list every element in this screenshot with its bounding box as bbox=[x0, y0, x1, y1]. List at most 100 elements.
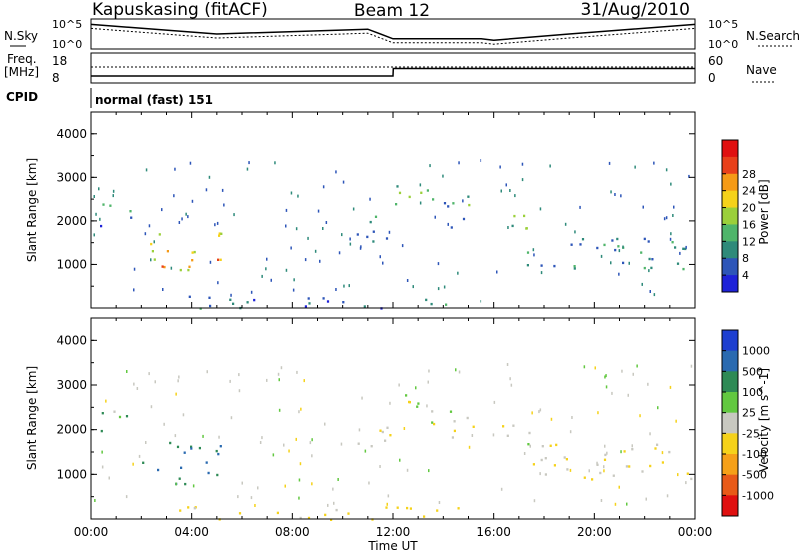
echo-cell bbox=[326, 300, 330, 303]
echo-cell bbox=[100, 429, 103, 433]
echo-cell bbox=[649, 290, 651, 293]
colorbar-segment bbox=[722, 392, 738, 414]
colorbar-segment bbox=[722, 224, 738, 242]
echo-cell bbox=[307, 297, 310, 300]
power-panel: 1000 2000 3000 4000 Slant Range [km] 4 8 12 16… bbox=[25, 111, 771, 310]
echo-cell bbox=[208, 175, 211, 179]
echo-cell bbox=[389, 401, 391, 405]
noise-right-label: N.Search bbox=[746, 29, 800, 43]
echo-cell bbox=[617, 245, 620, 248]
velocity-colorbar-label: Velocity [m s^-1] bbox=[757, 368, 771, 472]
echo-cell bbox=[492, 433, 495, 437]
echo-cell bbox=[596, 461, 598, 465]
echo-cell bbox=[370, 445, 373, 448]
echo-cell bbox=[570, 243, 573, 246]
echo-cell bbox=[382, 261, 384, 265]
freq-right-tick-top: 60 bbox=[708, 54, 723, 68]
echo-cell bbox=[505, 183, 507, 187]
echo-cell bbox=[385, 237, 389, 240]
echo-cell bbox=[250, 290, 253, 294]
x-axis: 00:00 04:00 08:00 12:00 16:00 20:00 00:00 bbox=[74, 525, 713, 539]
noise-left-tick-bottom: 10^0 bbox=[52, 38, 82, 51]
echo-cell bbox=[657, 406, 659, 410]
echo-cell bbox=[297, 194, 299, 198]
echo-cell bbox=[130, 216, 133, 219]
echo-cell bbox=[690, 364, 693, 368]
freq-right-label: Nave bbox=[746, 63, 777, 77]
echo-cell bbox=[182, 413, 185, 417]
echo-cell bbox=[298, 410, 300, 414]
velocity-ylabel: Slant Range [km] bbox=[25, 366, 39, 470]
echo-cell bbox=[295, 437, 297, 441]
echo-cell bbox=[335, 288, 337, 291]
echo-cell bbox=[324, 422, 326, 426]
echo-cell bbox=[284, 484, 286, 488]
echo-cell bbox=[299, 516, 302, 520]
x-tick-label: 04:00 bbox=[174, 525, 209, 539]
echo-cell bbox=[443, 202, 447, 205]
echo-cell bbox=[649, 432, 651, 436]
echo-cell bbox=[673, 205, 675, 209]
echo-cell bbox=[366, 235, 369, 239]
echo-cell bbox=[314, 249, 317, 253]
echo-cell bbox=[531, 411, 533, 415]
echo-cell bbox=[338, 251, 341, 255]
echo-cell bbox=[220, 232, 223, 235]
echo-cell bbox=[412, 285, 414, 289]
echo-cell bbox=[564, 222, 567, 226]
echo-cell bbox=[653, 293, 656, 297]
echo-cell bbox=[101, 450, 103, 454]
echo-cell bbox=[188, 265, 191, 268]
echo-cell bbox=[449, 410, 453, 413]
echo-cell bbox=[641, 470, 644, 473]
echo-cell bbox=[650, 266, 653, 270]
echo-cell bbox=[232, 302, 235, 305]
colorbar-segment bbox=[722, 140, 738, 158]
echo-cell bbox=[462, 199, 464, 203]
echo-cell bbox=[207, 471, 210, 475]
echo-cell bbox=[299, 462, 302, 466]
echo-cell bbox=[533, 499, 536, 503]
echo-cell bbox=[206, 370, 208, 374]
echo-cell bbox=[614, 193, 616, 196]
echo-cell bbox=[309, 441, 312, 445]
echo-cell bbox=[191, 259, 194, 262]
echo-cell bbox=[668, 450, 671, 454]
echo-cell bbox=[433, 422, 436, 426]
echo-cell bbox=[261, 274, 263, 278]
echo-cell bbox=[253, 298, 256, 302]
echo-cell bbox=[230, 293, 232, 297]
colorbar-segment bbox=[722, 241, 738, 259]
echo-cell bbox=[238, 389, 241, 393]
echo-cell bbox=[669, 237, 672, 241]
echo-cell bbox=[259, 441, 262, 444]
echo-cell bbox=[544, 473, 547, 476]
echo-cell bbox=[296, 370, 298, 374]
colorbar-frame bbox=[721, 139, 739, 293]
y-tick-label: 2000 bbox=[56, 214, 87, 228]
echo-cell bbox=[651, 258, 654, 261]
echo-cell bbox=[445, 303, 448, 306]
power-axis: 1000 2000 3000 4000 bbox=[56, 112, 696, 308]
echo-cell bbox=[153, 240, 155, 244]
echo-cell bbox=[357, 442, 360, 445]
echo-cell bbox=[322, 227, 324, 230]
echo-cell bbox=[458, 161, 460, 165]
colorbar-segment bbox=[722, 330, 738, 352]
echo-cell bbox=[395, 203, 398, 206]
echo-cell bbox=[349, 237, 351, 241]
echo-cell bbox=[290, 191, 293, 195]
echo-cell bbox=[618, 485, 620, 489]
echo-cell bbox=[583, 365, 586, 369]
echo-cell bbox=[406, 468, 409, 472]
colorbar-segment bbox=[722, 412, 738, 434]
echo-cell bbox=[93, 233, 95, 237]
echo-cell bbox=[348, 284, 350, 288]
noise-right-tick-top: 10^5 bbox=[708, 18, 738, 31]
echo-cell bbox=[457, 271, 459, 275]
echo-cell bbox=[93, 195, 95, 198]
colorbar-tick-label: 8 bbox=[742, 252, 749, 265]
x-tick-label: 20:00 bbox=[577, 525, 612, 539]
echo-cell bbox=[563, 456, 566, 459]
echo-cell bbox=[246, 301, 249, 304]
